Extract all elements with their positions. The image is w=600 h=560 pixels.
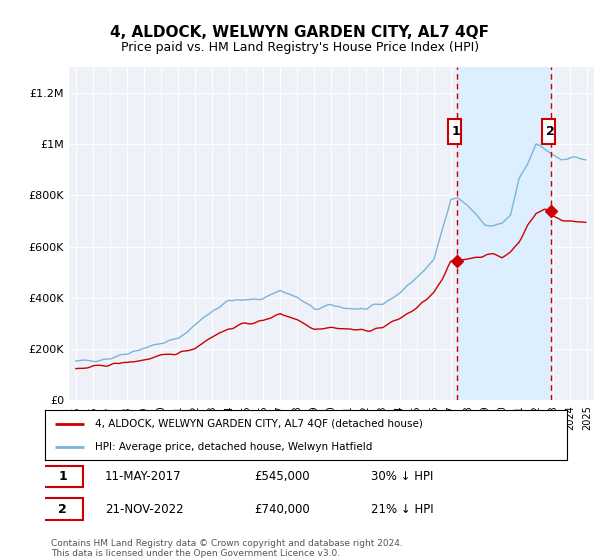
Text: 30% ↓ HPI: 30% ↓ HPI <box>371 470 434 483</box>
FancyBboxPatch shape <box>542 119 555 144</box>
Text: 1: 1 <box>452 125 461 138</box>
Text: £545,000: £545,000 <box>254 470 310 483</box>
Text: Contains HM Land Registry data © Crown copyright and database right 2024.
This d: Contains HM Land Registry data © Crown c… <box>51 539 403 558</box>
Text: 1: 1 <box>58 470 67 483</box>
Text: HPI: Average price, detached house, Welwyn Hatfield: HPI: Average price, detached house, Welw… <box>95 442 372 452</box>
Text: 21-NOV-2022: 21-NOV-2022 <box>105 502 184 516</box>
Text: 11-MAY-2017: 11-MAY-2017 <box>105 470 182 483</box>
Text: Price paid vs. HM Land Registry's House Price Index (HPI): Price paid vs. HM Land Registry's House … <box>121 40 479 54</box>
Text: 2: 2 <box>58 502 67 516</box>
Text: 4, ALDOCK, WELWYN GARDEN CITY, AL7 4QF: 4, ALDOCK, WELWYN GARDEN CITY, AL7 4QF <box>110 25 490 40</box>
Bar <box>457 67 551 400</box>
Text: 4, ALDOCK, WELWYN GARDEN CITY, AL7 4QF (detached house): 4, ALDOCK, WELWYN GARDEN CITY, AL7 4QF (… <box>95 418 422 428</box>
Text: 21% ↓ HPI: 21% ↓ HPI <box>371 502 434 516</box>
Text: £740,000: £740,000 <box>254 502 310 516</box>
FancyBboxPatch shape <box>43 466 83 487</box>
FancyBboxPatch shape <box>43 498 83 520</box>
Text: 2: 2 <box>546 125 555 138</box>
FancyBboxPatch shape <box>448 119 461 144</box>
